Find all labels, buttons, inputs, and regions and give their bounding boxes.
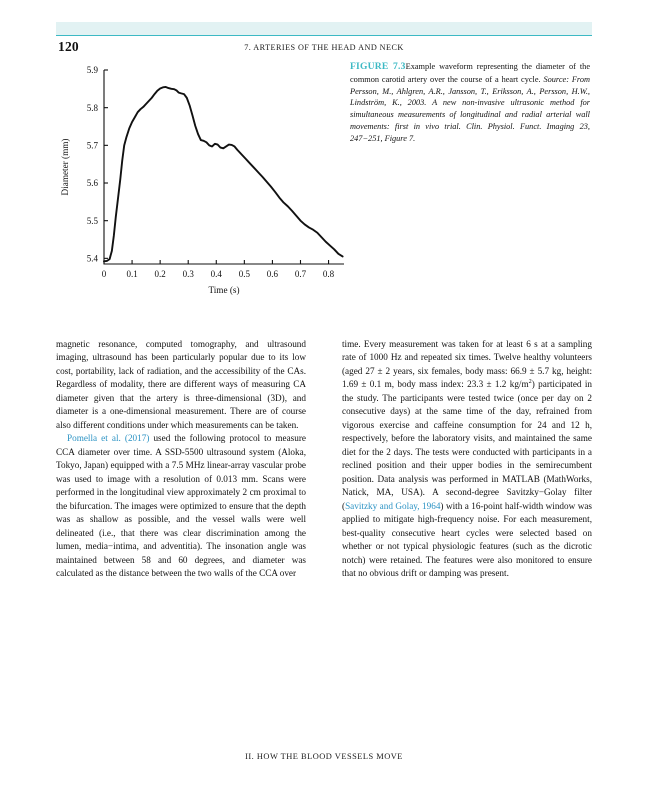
- figure-caption: FIGURE 7.3Example waveform representing …: [350, 60, 590, 145]
- x-tick-label: 0.1: [126, 269, 137, 279]
- x-tick-label: 0.5: [239, 269, 251, 279]
- x-tick-label: 0.8: [323, 269, 335, 279]
- y-tick-label: 5.7: [87, 141, 99, 151]
- text-run: ) with a 16-point half-width window was …: [342, 500, 592, 578]
- y-tick-label: 5.8: [87, 103, 99, 113]
- paragraph: time. Every measurement was taken for at…: [342, 338, 592, 580]
- x-tick-label: 0.4: [211, 269, 223, 279]
- y-tick-label: 5.9: [87, 65, 99, 75]
- x-tick-label: 0.7: [295, 269, 307, 279]
- figure-chart: 5.4 5.5 5.6 5.7 5.8 5.9 0 0.1 0.2 0.3 0.4 0.5 0.6 0.7…: [52, 56, 352, 306]
- running-head-title: 7. ARTERIES OF THE HEAD AND NECK: [244, 43, 404, 52]
- page-footer: II. HOW THE BLOOD VESSELS MOVE: [245, 752, 403, 761]
- text-run: time. Every measurement was taken for at…: [342, 339, 592, 390]
- text-run: used the following protocol to measure C…: [56, 433, 306, 578]
- y-tick-label: 5.4: [87, 254, 99, 264]
- superscript: 2: [528, 378, 532, 386]
- y-tick-label: 5.6: [87, 178, 99, 188]
- header-band: [56, 22, 592, 35]
- body-column-right: time. Every measurement was taken for at…: [342, 338, 592, 580]
- x-axis-label: Time (s): [208, 285, 239, 295]
- paragraph: magnetic resonance, computed tomography,…: [56, 338, 306, 432]
- citation-link[interactable]: Pomella et al. (2017): [67, 433, 150, 444]
- citation-link[interactable]: Savitzky and Golay, 1964: [345, 500, 441, 511]
- figure-caption-text: Example waveform representing the diamet…: [350, 62, 591, 84]
- paragraph: Pomella et al. (2017) used the following…: [56, 432, 306, 580]
- y-axis-label: Diameter (mm): [60, 139, 70, 196]
- figure-caption-source: Source: From Persson, M., Ahlgren, A.R.,…: [350, 74, 590, 144]
- y-tick-label: 5.5: [87, 216, 99, 226]
- x-tick-label: 0: [102, 269, 107, 279]
- header-rule: [56, 35, 592, 37]
- x-tick-label: 0.3: [183, 269, 195, 279]
- x-tick-label: 0.6: [267, 269, 279, 279]
- page-number: 120: [58, 39, 79, 54]
- diameter-waveform-plot: 5.4 5.5 5.6 5.7 5.8 5.9 0 0.1 0.2 0.3 0.4 0.5 0.6 0.7…: [60, 65, 344, 295]
- axis-spines: [103, 70, 344, 265]
- body-column-left: magnetic resonance, computed tomography,…: [56, 338, 306, 580]
- data-line: [103, 86, 344, 263]
- text-run: magnetic resonance, computed tomography,…: [56, 339, 306, 430]
- figure-label: FIGURE 7.3: [350, 61, 406, 72]
- x-tick-label: 0.2: [155, 269, 166, 279]
- text-run: ) participated in the study. The partici…: [342, 379, 592, 511]
